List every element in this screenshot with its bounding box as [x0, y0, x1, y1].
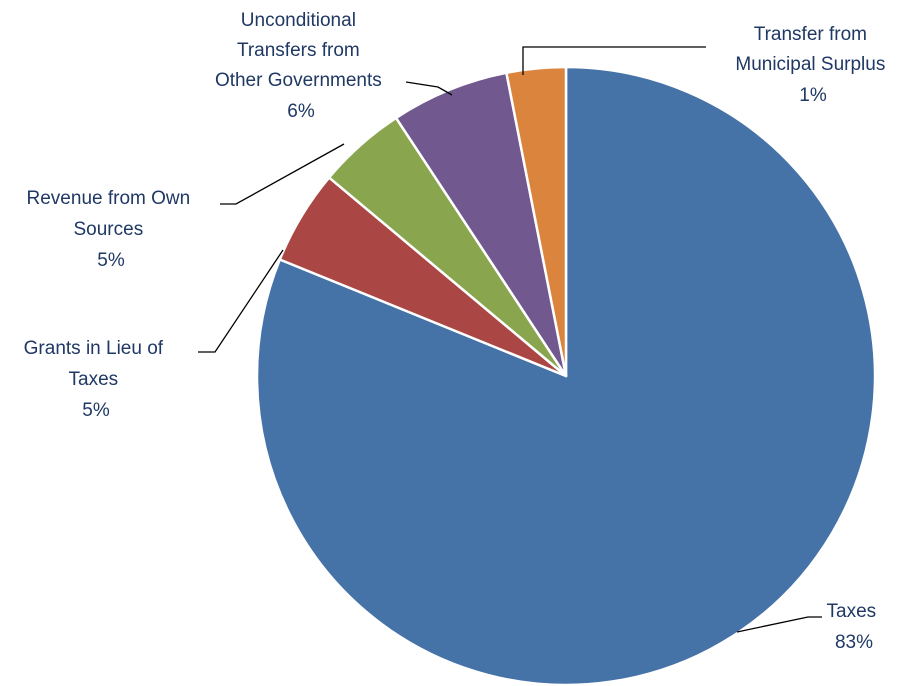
label-revenue-line-2: Sources	[74, 219, 144, 240]
label-transfer-line-2: Municipal Surplus	[735, 54, 885, 75]
pie-slices	[255, 65, 877, 686]
leader-lines	[198, 46, 822, 633]
data-label-revenue: Revenue from Own Sources 5%	[27, 188, 196, 271]
label-grants-line-2: Taxes	[69, 369, 119, 390]
data-label-transfer: Transfer from Municipal Surplus 1%	[735, 24, 890, 106]
data-label-grants: Grants in Lieu of Taxes 5%	[24, 338, 169, 421]
label-unconditional-line-3: Other Governments	[215, 70, 382, 91]
label-revenue-line-1: Revenue from Own	[27, 188, 191, 209]
label-unconditional-line-2: Transfers from	[237, 40, 360, 61]
leader-line-revenue	[220, 143, 345, 205]
label-revenue-pct: 5%	[97, 250, 125, 271]
label-unconditional-line-1: Unconditional	[241, 10, 356, 31]
data-labels: Taxes 83% Grants in Lieu of Taxes 5% Rev…	[24, 10, 890, 653]
label-grants-line-1: Grants in Lieu of	[24, 338, 164, 359]
label-grants-pct: 5%	[82, 400, 110, 421]
leader-line-grants	[198, 249, 284, 353]
leader-line-unconditional	[405, 81, 453, 96]
data-label-unconditional: Unconditional Transfers from Other Gover…	[215, 10, 387, 122]
pie-slice-taxes	[255, 65, 877, 686]
data-label-taxes: Taxes 83%	[827, 601, 882, 653]
label-transfer-pct: 1%	[799, 85, 827, 106]
pie-slice-transfer-from-municipal-surplus	[505, 65, 568, 378]
leader-line-taxes	[736, 616, 822, 633]
pie-slice-unconditional-transfers-from-other-governments	[394, 71, 568, 378]
label-taxes-pct: 83%	[835, 632, 873, 653]
label-transfer-line-1: Transfer from	[754, 24, 867, 45]
label-unconditional-pct: 6%	[287, 101, 315, 122]
leader-line-transfer	[522, 46, 706, 75]
label-taxes-line-1: Taxes	[827, 601, 877, 622]
